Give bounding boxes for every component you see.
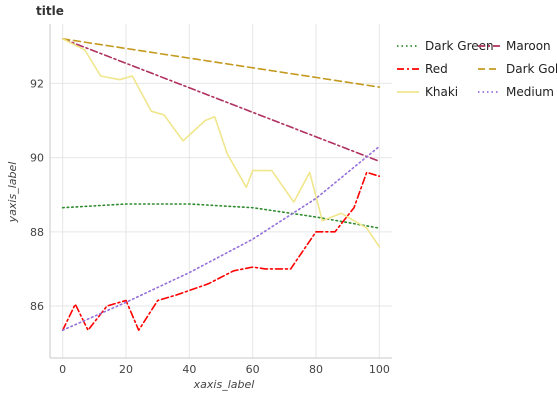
- chart-title: title: [36, 4, 64, 18]
- series-line-khaki: [61, 37, 381, 248]
- series-line-dark-gold: [61, 37, 381, 88]
- series-lines: [61, 37, 381, 332]
- legend-label-khaki: Khaki: [425, 85, 458, 99]
- y-tick-label: 92: [30, 77, 44, 90]
- series-line-maroon: [61, 37, 381, 163]
- legend-label-medium-purple: Medium Purple: [506, 85, 557, 99]
- x-tick-label: 80: [309, 363, 323, 376]
- legend-label-red: Red: [425, 62, 448, 76]
- x-tick-label: 20: [119, 363, 133, 376]
- legend-label-dark-green: Dark Green: [425, 39, 494, 53]
- gridlines: [50, 24, 392, 358]
- legend: Dark Green Red Khaki Maroon Dark Gold Medium …: [397, 39, 557, 99]
- y-tick-label: 86: [30, 300, 44, 313]
- x-tick-label: 60: [246, 363, 260, 376]
- axes: 86 88 90 92 0 20 40 60 80 100: [30, 24, 392, 376]
- series-line-dark-green: [61, 203, 381, 229]
- x-tick-label: 40: [182, 363, 196, 376]
- legend-label-maroon: Maroon: [506, 39, 551, 53]
- y-tick-label: 90: [30, 152, 44, 165]
- y-axis-label: yaxis_label: [6, 162, 19, 224]
- x-axis-label: xaxis_label: [193, 378, 255, 391]
- x-tick-label: 100: [369, 363, 390, 376]
- legend-label-dark-gold: Dark Gold: [506, 62, 557, 76]
- series-line-medium-purple: [61, 145, 381, 332]
- series-line-red: [61, 171, 381, 332]
- y-tick-label: 88: [30, 226, 44, 239]
- x-tick-label: 0: [59, 363, 66, 376]
